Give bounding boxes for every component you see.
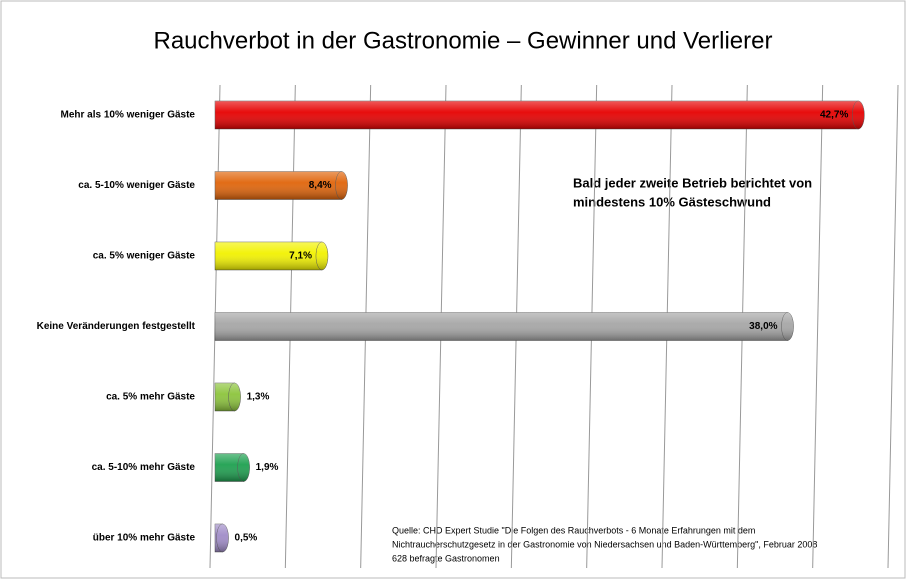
bar-group bbox=[214, 171, 348, 200]
value-label: 42,7% bbox=[820, 110, 848, 121]
bar-cap-shade bbox=[781, 312, 794, 341]
source: Nichtraucherschutzgesetz in der Gastrono… bbox=[392, 539, 817, 549]
y-tick-label: ca. 5-10% mehr Gäste bbox=[92, 462, 196, 473]
bar-group bbox=[214, 241, 329, 271]
y-tick-label: ca. 5% mehr Gäste bbox=[106, 392, 195, 403]
bar-cap-shade bbox=[852, 101, 865, 129]
bar-cap-shade bbox=[216, 524, 229, 552]
grid-line bbox=[887, 84, 899, 569]
bar-shade bbox=[215, 101, 859, 129]
bar-group bbox=[214, 312, 794, 341]
y-tick-label: ca. 5% weniger Gäste bbox=[93, 251, 196, 262]
value-label: 0,5% bbox=[235, 533, 258, 544]
source: 628 befragte Gastronomen bbox=[392, 553, 500, 563]
bar-group bbox=[214, 382, 241, 412]
value-label: 7,1% bbox=[289, 251, 312, 262]
value-label: 38,0% bbox=[749, 321, 777, 332]
y-tick-label: Mehr als 10% weniger Gäste bbox=[60, 110, 195, 121]
y-tick-label: über 10% mehr Gäste bbox=[93, 533, 196, 544]
bar-shade bbox=[215, 242, 322, 270]
value-label: 8,4% bbox=[309, 180, 332, 191]
annotation: Bald jeder zweite Betrieb berichtet von bbox=[573, 175, 812, 190]
annotation: mindestens 10% Gästeschwund bbox=[573, 194, 771, 209]
bar-cap-shade bbox=[237, 453, 250, 482]
bar-cap-shade bbox=[228, 383, 241, 411]
chart-title: Rauchverbot in der Gastronomie – Gewinne… bbox=[154, 27, 773, 54]
y-tick-label: ca. 5-10% weniger Gäste bbox=[78, 180, 195, 191]
bar-cap-shade bbox=[335, 171, 348, 200]
bar-shade bbox=[215, 171, 342, 200]
y-tick-label: Keine Veränderungen festgestellt bbox=[37, 321, 196, 332]
bar-group bbox=[214, 523, 229, 553]
value-label: 1,9% bbox=[256, 462, 279, 473]
bar-shade bbox=[215, 312, 788, 341]
bar-group bbox=[214, 100, 865, 130]
source: Quelle: CHD Expert Studie "Die Folgen de… bbox=[392, 525, 755, 535]
bar-cap-shade bbox=[315, 242, 328, 270]
value-label: 1,3% bbox=[247, 392, 270, 403]
bar-group bbox=[214, 453, 250, 482]
grid-line bbox=[812, 84, 824, 569]
